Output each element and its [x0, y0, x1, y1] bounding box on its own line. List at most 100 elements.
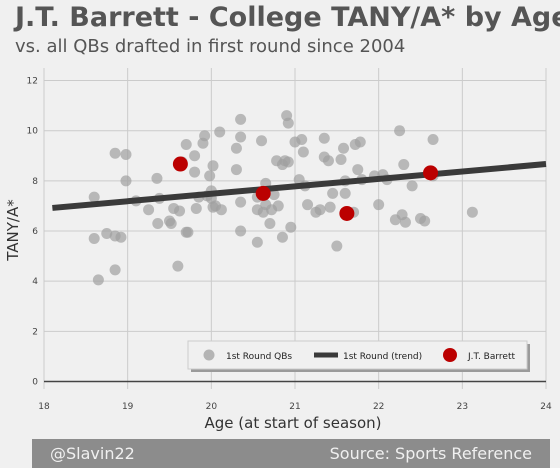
qb-point — [204, 170, 216, 182]
qb-point — [235, 113, 247, 125]
qb-point — [398, 159, 410, 171]
qb-point — [235, 225, 247, 237]
qb-point — [335, 154, 347, 166]
qb-point — [120, 175, 132, 187]
footer-source: Source: Sports Reference — [329, 444, 532, 463]
y-tick-label: 0 — [32, 377, 38, 387]
qb-point — [199, 130, 211, 142]
legend-label-scatter: 1st Round QBs — [226, 352, 292, 362]
y-tick-label: 2 — [32, 327, 38, 337]
qb-point — [235, 131, 247, 143]
qb-point — [394, 125, 406, 137]
x-axis-label: Age (at start of season) — [205, 414, 382, 432]
qb-point — [338, 142, 350, 154]
trend-line — [52, 161, 547, 211]
qb-point — [282, 117, 294, 129]
x-tick-labels: 18 19 20 21 22 23 24 — [38, 402, 552, 412]
qb-point — [207, 160, 219, 172]
y-tick-label: 4 — [32, 277, 38, 287]
qb-point — [92, 274, 104, 286]
qb-point — [101, 228, 113, 240]
qb-point — [115, 231, 127, 243]
qb-point — [419, 215, 431, 227]
qb-point — [327, 187, 339, 199]
qb-point — [235, 196, 247, 208]
y-tick-label: 10 — [27, 127, 39, 137]
y-tick-label: 8 — [32, 177, 38, 187]
qb-point — [120, 149, 132, 161]
x-tick-label: 21 — [289, 402, 300, 412]
qb-point — [399, 216, 411, 228]
qb-point — [109, 147, 121, 159]
grid-lines — [43, 68, 547, 389]
y-tick-label: 12 — [27, 77, 38, 87]
x-tick-label: 20 — [206, 402, 218, 412]
chart-title: J.T. Barrett - College TANY/A* by Age — [15, 2, 560, 33]
legend: 1st Round QBs 1st Round (trend) J.T. Bar… — [187, 340, 530, 372]
qb-point — [172, 260, 184, 272]
qb-point — [296, 133, 308, 145]
footer-bar: @Slavin22 Source: Sports Reference — [32, 439, 550, 468]
qb-point — [174, 205, 186, 217]
qb-point — [88, 233, 100, 245]
qb-point — [322, 155, 334, 167]
barrett-point — [339, 205, 355, 221]
legend-box — [187, 340, 528, 370]
qb-point — [318, 132, 330, 144]
qb-point — [331, 240, 343, 252]
x-tick-label: 22 — [373, 402, 384, 412]
qb-point — [373, 199, 385, 211]
qb-point — [189, 166, 201, 178]
qb-point — [152, 217, 164, 229]
qb-point — [466, 206, 478, 218]
qb-point — [406, 180, 418, 192]
qb-point — [182, 226, 194, 238]
qb-point — [215, 204, 227, 216]
footer-author: @Slavin22 — [50, 444, 135, 463]
qb-point — [230, 142, 242, 154]
legend-label-trend: 1st Round (trend) — [343, 352, 422, 362]
qb-point — [189, 150, 201, 162]
qb-point — [297, 146, 309, 158]
barrett-point — [255, 185, 271, 201]
barrett-point — [172, 156, 188, 172]
qb-point — [354, 136, 366, 148]
qb-point — [151, 172, 163, 184]
qb-point — [324, 201, 336, 213]
qb-point — [143, 204, 155, 216]
qb-point — [230, 164, 242, 176]
y-tick-label: 6 — [32, 227, 38, 237]
chart-subtitle: vs. all QBs drafted in first round since… — [15, 36, 406, 57]
y-tick-labels: 0 2 4 6 8 10 12 — [27, 77, 39, 388]
legend-marker-scatter — [203, 349, 215, 361]
qb-point — [180, 138, 192, 150]
qb-point — [314, 204, 326, 216]
x-tick-label: 23 — [457, 402, 468, 412]
legend-label-barrett: J.T. Barrett — [467, 352, 515, 362]
qb-point — [285, 221, 297, 233]
qb-point — [339, 187, 351, 199]
qb-point — [282, 156, 294, 168]
qb-point — [214, 126, 226, 138]
qb-point — [268, 189, 280, 201]
x-tick-label: 19 — [122, 402, 134, 412]
x-tick-label: 18 — [38, 402, 50, 412]
x-tick-label: 24 — [540, 402, 552, 412]
barrett-points — [172, 156, 439, 221]
qb-point — [251, 236, 263, 248]
qb-point — [427, 133, 439, 145]
qb-point — [302, 199, 314, 211]
barrett-point — [423, 165, 439, 181]
qb-point — [352, 164, 364, 176]
y-axis-label: TANY/A* — [4, 199, 22, 262]
qb-point — [109, 264, 121, 276]
qb-point — [276, 231, 288, 243]
legend-marker-barrett — [443, 348, 457, 362]
qb-point — [190, 202, 202, 214]
qb-point — [88, 191, 100, 203]
qb-point — [264, 217, 276, 229]
qb-point — [272, 200, 284, 212]
qb-point — [256, 135, 268, 147]
qb-point — [165, 217, 177, 229]
